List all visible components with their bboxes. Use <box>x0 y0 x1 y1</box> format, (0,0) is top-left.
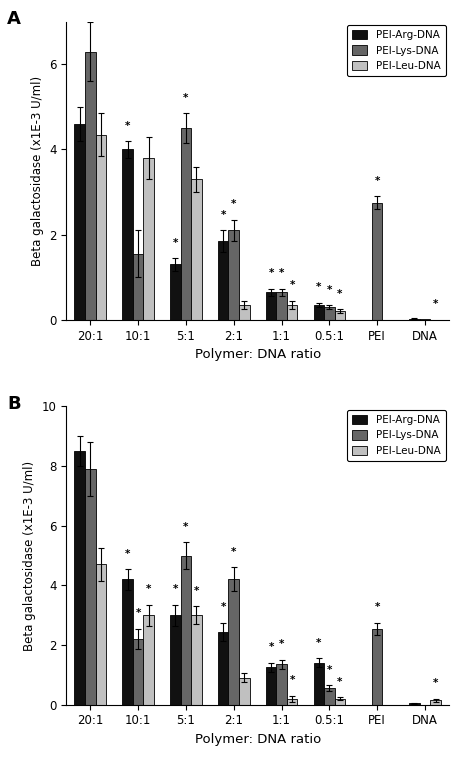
Bar <box>324 688 334 705</box>
Bar <box>133 639 143 705</box>
Text: *: * <box>374 176 379 186</box>
Bar <box>286 305 297 320</box>
Text: *: * <box>289 675 294 685</box>
Bar <box>286 699 297 705</box>
Text: *: * <box>315 638 321 648</box>
Bar <box>371 203 381 320</box>
Text: *: * <box>230 199 236 210</box>
Bar <box>95 135 106 320</box>
Text: *: * <box>124 120 130 130</box>
Bar <box>313 305 324 320</box>
Y-axis label: Beta galactosidase (x1E-3 U/ml): Beta galactosidase (x1E-3 U/ml) <box>31 76 44 266</box>
Bar <box>228 230 239 320</box>
Bar <box>239 305 249 320</box>
Bar <box>324 307 334 320</box>
Bar <box>276 292 286 320</box>
Text: *: * <box>326 665 331 674</box>
Bar <box>409 703 419 705</box>
Text: *: * <box>336 288 342 299</box>
Bar <box>239 678 249 705</box>
Bar <box>74 451 85 705</box>
Text: *: * <box>315 282 321 292</box>
Legend: PEI-Arg-DNA, PEI-Lys-DNA, PEI-Leu-DNA: PEI-Arg-DNA, PEI-Lys-DNA, PEI-Leu-DNA <box>346 25 445 76</box>
Bar <box>218 241 228 320</box>
Text: *: * <box>183 93 188 103</box>
Bar <box>334 311 344 320</box>
Bar <box>143 158 154 320</box>
Bar <box>170 264 180 320</box>
Bar <box>143 615 154 705</box>
Bar <box>334 699 344 705</box>
Text: *: * <box>432 678 437 688</box>
Bar <box>122 579 133 705</box>
Bar <box>122 149 133 320</box>
Bar <box>265 668 276 705</box>
Text: *: * <box>374 602 379 612</box>
Text: *: * <box>230 547 236 557</box>
Text: *: * <box>326 285 331 294</box>
Bar <box>85 51 95 320</box>
Text: *: * <box>220 602 225 612</box>
Text: *: * <box>336 677 342 687</box>
Text: *: * <box>268 268 273 279</box>
Text: A: A <box>7 10 21 28</box>
Text: *: * <box>278 268 284 279</box>
Bar <box>419 319 429 320</box>
Bar <box>265 292 276 320</box>
Text: *: * <box>432 300 437 310</box>
Bar <box>95 565 106 705</box>
Bar <box>133 254 143 320</box>
Bar <box>85 469 95 705</box>
Bar <box>429 700 440 705</box>
Bar <box>276 665 286 705</box>
Text: B: B <box>7 394 21 413</box>
Y-axis label: Beta galactosidase (x1E-3 U/ml): Beta galactosidase (x1E-3 U/ml) <box>23 460 36 650</box>
Text: *: * <box>278 640 284 650</box>
Bar <box>191 179 201 320</box>
Bar <box>74 124 85 320</box>
Bar <box>313 663 324 705</box>
X-axis label: Polymer: DNA ratio: Polymer: DNA ratio <box>194 733 320 746</box>
Bar <box>409 319 419 320</box>
Bar <box>170 615 180 705</box>
X-axis label: Polymer: DNA ratio: Polymer: DNA ratio <box>194 348 320 361</box>
Bar <box>228 579 239 705</box>
Text: *: * <box>172 238 178 248</box>
Text: *: * <box>220 210 225 220</box>
Bar <box>191 615 201 705</box>
Text: *: * <box>135 608 140 618</box>
Text: *: * <box>172 584 178 594</box>
Text: *: * <box>124 549 130 559</box>
Text: *: * <box>268 643 273 653</box>
Text: *: * <box>183 522 188 531</box>
Bar <box>218 631 228 705</box>
Bar <box>180 128 191 320</box>
Text: *: * <box>193 586 199 596</box>
Text: *: * <box>289 280 294 290</box>
Bar <box>371 628 381 705</box>
Legend: PEI-Arg-DNA, PEI-Lys-DNA, PEI-Leu-DNA: PEI-Arg-DNA, PEI-Lys-DNA, PEI-Leu-DNA <box>346 410 445 461</box>
Text: *: * <box>146 584 151 594</box>
Bar <box>180 556 191 705</box>
